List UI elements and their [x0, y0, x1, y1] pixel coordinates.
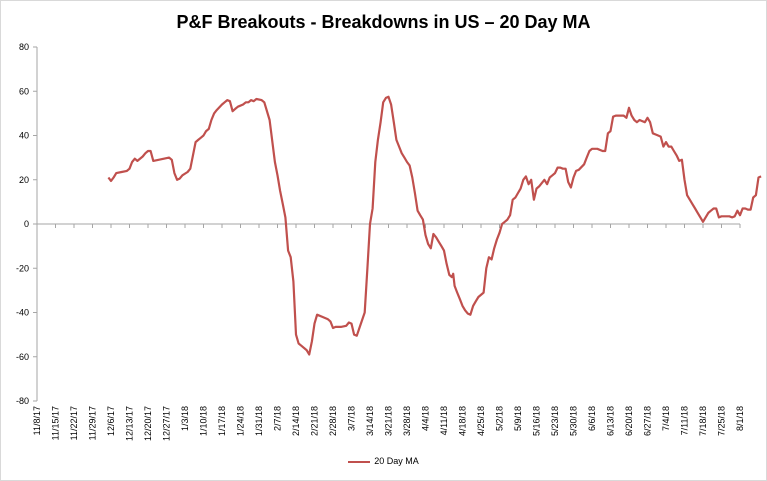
series-line-0: [107, 95, 762, 356]
x-tick-label: 3/21/18: [384, 406, 394, 436]
x-tick-label: 5/16/18: [532, 406, 542, 436]
x-tick-label: 12/6/17: [106, 406, 116, 436]
x-tick-label: 7/11/18: [680, 406, 690, 435]
y-tick-label: -40: [16, 308, 29, 318]
x-tick-label: 2/14/18: [291, 406, 301, 436]
y-tick-label: 0: [24, 219, 29, 229]
x-tick-label: 2/7/18: [273, 406, 283, 431]
x-tick-label: 11/22/17: [69, 406, 79, 440]
x-tick-label: 4/18/18: [458, 406, 468, 436]
x-tick-label: 3/28/18: [402, 406, 412, 436]
x-tick-label: 6/13/18: [606, 406, 616, 436]
x-tick-label: 1/31/18: [254, 406, 264, 436]
legend-swatch: [348, 460, 371, 463]
x-tick-label: 2/28/18: [328, 406, 338, 436]
chart-title: P&F Breakouts - Breakdowns in US – 20 Da…: [176, 12, 591, 32]
x-tick-label: 4/4/18: [421, 406, 431, 431]
x-tick-label: 7/4/18: [661, 406, 671, 431]
x-tick-label: 4/11/18: [439, 406, 449, 435]
x-tick-label: 6/20/18: [624, 406, 634, 436]
y-axis: 80 60 40 20 0 -20 -40 -60 -80: [16, 42, 38, 406]
legend-label: 20 Day MA: [374, 456, 419, 466]
x-tick-label: 1/3/18: [180, 406, 190, 431]
y-tick-label: 40: [19, 131, 29, 141]
x-axis: 11/8/17 11/15/17 11/22/17 11/29/17 12/6/17 12…: [32, 223, 745, 441]
y-tick-label: 80: [19, 42, 29, 52]
x-tick-label: 5/9/18: [513, 406, 523, 431]
x-tick-label: 5/23/18: [550, 406, 560, 436]
x-tick-label: 2/21/18: [310, 406, 320, 436]
y-tick-label: 60: [19, 86, 29, 96]
y-tick-label: -60: [16, 352, 29, 362]
x-tick-label: 5/30/18: [569, 406, 579, 436]
x-tick-label: 1/24/18: [236, 406, 246, 436]
x-tick-label: 1/17/18: [217, 406, 227, 436]
y-tick-label: -80: [16, 396, 29, 406]
x-tick-label: 11/8/17: [32, 406, 42, 435]
x-tick-label: 3/7/18: [347, 406, 357, 431]
x-tick-label: 1/10/18: [199, 406, 209, 436]
y-tick-label: -20: [16, 263, 29, 273]
x-tick-label: 8/1/18: [735, 406, 745, 431]
x-tick-label: 12/13/17: [125, 406, 135, 441]
x-tick-label: 4/25/18: [476, 406, 486, 436]
y-tick-label: 20: [19, 175, 29, 185]
x-tick-label: 3/14/18: [365, 406, 375, 436]
x-tick-label: 12/27/17: [162, 406, 172, 441]
x-tick-label: 11/29/17: [88, 406, 98, 440]
x-tick-label: 12/20/17: [143, 406, 153, 441]
x-tick-label: 5/2/18: [495, 406, 505, 431]
x-tick-label: 7/18/18: [698, 406, 708, 436]
x-tick-label: 7/25/18: [717, 406, 727, 436]
x-tick-label: 6/6/18: [587, 406, 597, 431]
series-layer: [107, 95, 762, 356]
x-tick-label: 6/27/18: [643, 406, 653, 436]
x-tick-label: 11/15/17: [51, 406, 61, 440]
legend: 20 Day MA: [0, 456, 767, 466]
